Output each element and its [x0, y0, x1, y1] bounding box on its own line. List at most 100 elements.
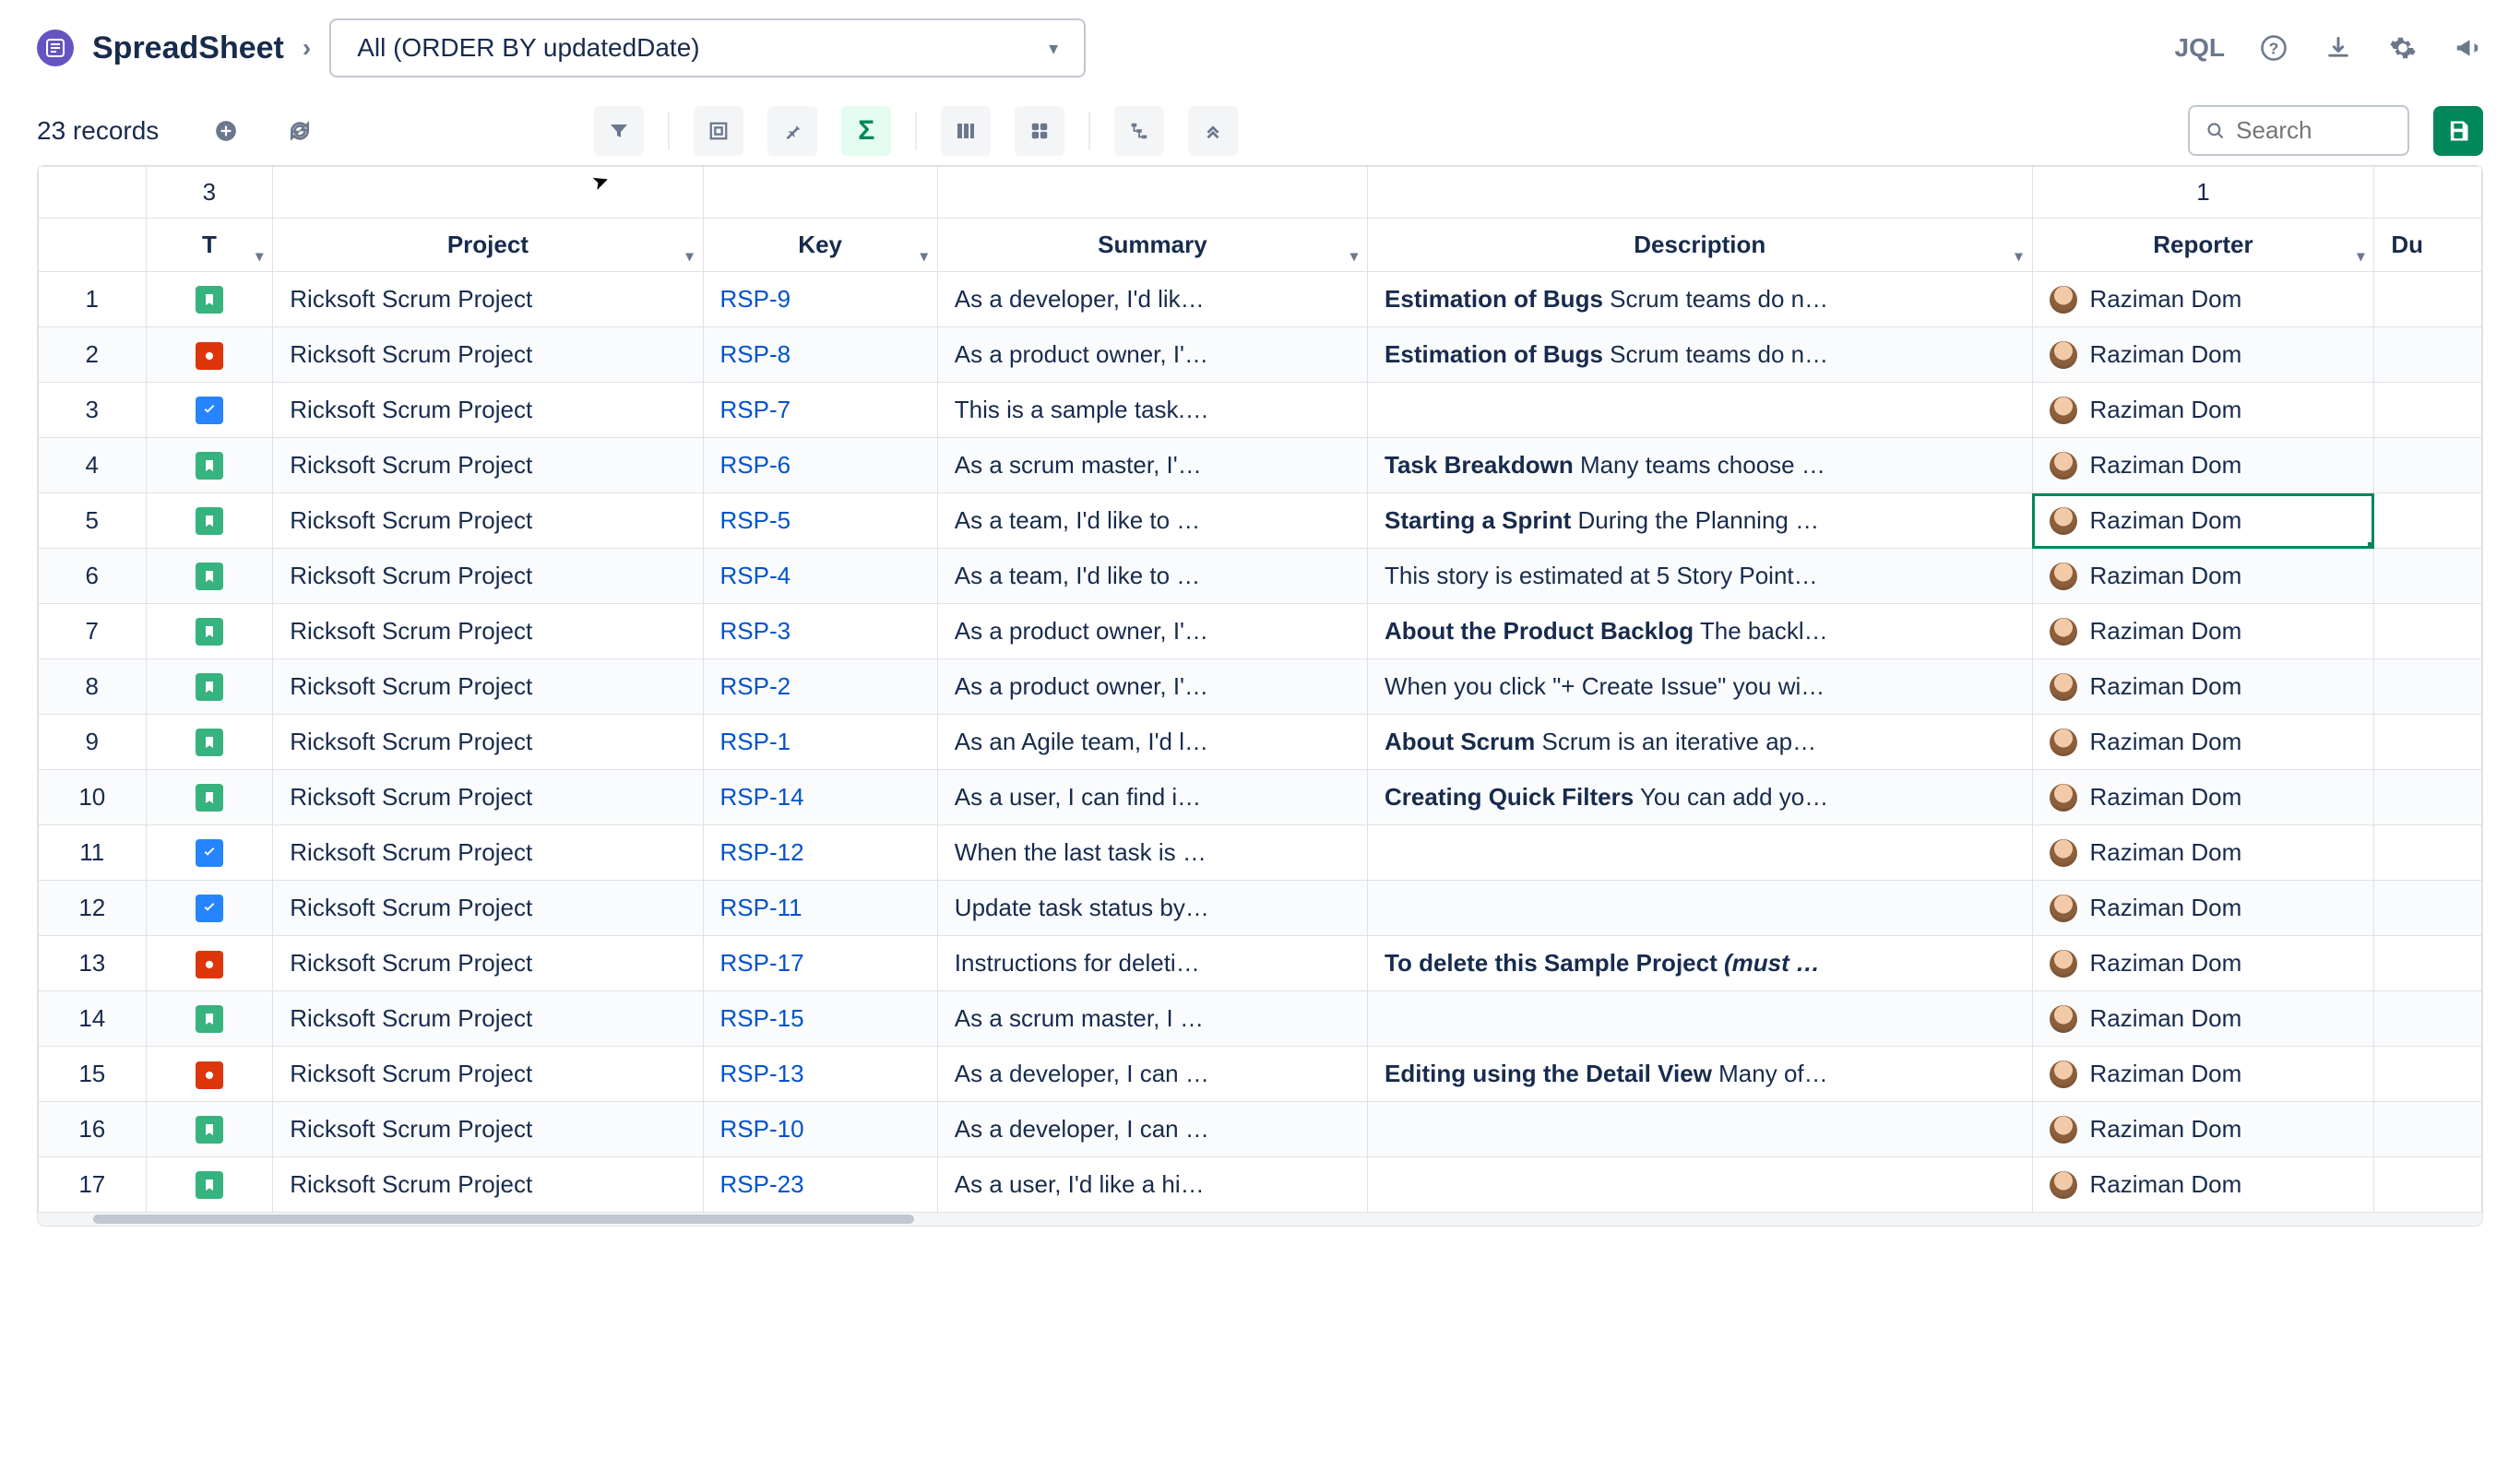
cell-due[interactable]: [2374, 604, 2482, 659]
cell-due[interactable]: [2374, 327, 2482, 383]
cell-key[interactable]: RSP-1: [703, 715, 937, 770]
cell-due[interactable]: [2374, 549, 2482, 604]
cell-project[interactable]: Ricksoft Scrum Project: [273, 825, 703, 881]
jql-button[interactable]: JQL: [2175, 33, 2225, 63]
cell-type[interactable]: [146, 438, 273, 493]
cell-project[interactable]: Ricksoft Scrum Project: [273, 1157, 703, 1213]
cell-key[interactable]: RSP-12: [703, 825, 937, 881]
cell-summary[interactable]: Instructions for deleti…: [937, 936, 1367, 991]
cell-due[interactable]: [2374, 881, 2482, 936]
cell-description[interactable]: Starting a Sprint During the Planning …: [1368, 493, 2033, 549]
cell-key[interactable]: RSP-4: [703, 549, 937, 604]
cell-summary[interactable]: As a user, I can find i…: [937, 770, 1367, 825]
cell-reporter[interactable]: Raziman Dom: [2032, 659, 2374, 715]
group-header-type[interactable]: 3: [146, 167, 273, 219]
fit-button[interactable]: [694, 106, 743, 156]
cell-description[interactable]: [1368, 1157, 2033, 1213]
issue-key-link[interactable]: RSP-1: [720, 728, 791, 755]
cell-project[interactable]: Ricksoft Scrum Project: [273, 383, 703, 438]
cell-due[interactable]: [2374, 659, 2482, 715]
cell-type[interactable]: [146, 604, 273, 659]
megaphone-icon[interactable]: [2452, 32, 2483, 64]
cell-due[interactable]: [2374, 383, 2482, 438]
sigma-button[interactable]: Σ: [841, 106, 891, 156]
issue-key-link[interactable]: RSP-17: [720, 949, 804, 977]
cell-summary[interactable]: As a developer, I can …: [937, 1047, 1367, 1102]
cell-summary[interactable]: As a developer, I can …: [937, 1102, 1367, 1157]
cell-description[interactable]: [1368, 1102, 2033, 1157]
settings-icon[interactable]: [2387, 32, 2419, 64]
group-header-reporter[interactable]: 1: [2032, 167, 2374, 219]
pin-button[interactable]: [767, 106, 817, 156]
cell-reporter[interactable]: Raziman Dom: [2032, 1102, 2374, 1157]
cell-description[interactable]: Estimation of Bugs Scrum teams do n…: [1368, 272, 2033, 327]
cell-summary[interactable]: As a product owner, I'…: [937, 659, 1367, 715]
table-row[interactable]: 16Ricksoft Scrum ProjectRSP-10As a devel…: [39, 1102, 2482, 1157]
cell-summary[interactable]: As a team, I'd like to …: [937, 549, 1367, 604]
cell-type[interactable]: [146, 493, 273, 549]
table-row[interactable]: 15Ricksoft Scrum ProjectRSP-13As a devel…: [39, 1047, 2482, 1102]
cell-reporter[interactable]: Raziman Dom: [2032, 936, 2374, 991]
row-number[interactable]: 3: [39, 383, 147, 438]
cell-type[interactable]: [146, 272, 273, 327]
cell-description[interactable]: [1368, 881, 2033, 936]
table-row[interactable]: 4Ricksoft Scrum ProjectRSP-6As a scrum m…: [39, 438, 2482, 493]
header-summary[interactable]: Summary▾: [937, 219, 1367, 272]
help-icon[interactable]: ?: [2258, 32, 2289, 64]
cell-key[interactable]: RSP-6: [703, 438, 937, 493]
cell-reporter[interactable]: Raziman Dom: [2032, 1047, 2374, 1102]
cell-summary[interactable]: As an Agile team, I'd l…: [937, 715, 1367, 770]
cell-type[interactable]: [146, 1047, 273, 1102]
table-row[interactable]: 2Ricksoft Scrum ProjectRSP-8As a product…: [39, 327, 2482, 383]
cell-key[interactable]: RSP-17: [703, 936, 937, 991]
cell-project[interactable]: Ricksoft Scrum Project: [273, 770, 703, 825]
issue-key-link[interactable]: RSP-13: [720, 1060, 804, 1087]
cell-project[interactable]: Ricksoft Scrum Project: [273, 272, 703, 327]
row-number[interactable]: 5: [39, 493, 147, 549]
table-row[interactable]: 5Ricksoft Scrum ProjectRSP-5As a team, I…: [39, 493, 2482, 549]
table-row[interactable]: 12Ricksoft Scrum ProjectRSP-11Update tas…: [39, 881, 2482, 936]
cell-description[interactable]: Estimation of Bugs Scrum teams do n…: [1368, 327, 2033, 383]
header-key[interactable]: Key▾: [703, 219, 937, 272]
add-button[interactable]: [201, 106, 251, 156]
cell-reporter[interactable]: Raziman Dom: [2032, 272, 2374, 327]
cell-type[interactable]: [146, 825, 273, 881]
cell-key[interactable]: RSP-11: [703, 881, 937, 936]
cell-key[interactable]: RSP-23: [703, 1157, 937, 1213]
cell-key[interactable]: RSP-10: [703, 1102, 937, 1157]
cell-reporter[interactable]: Raziman Dom: [2032, 825, 2374, 881]
header-project[interactable]: Project▾: [273, 219, 703, 272]
cell-key[interactable]: RSP-13: [703, 1047, 937, 1102]
issue-key-link[interactable]: RSP-15: [720, 1004, 804, 1032]
row-number[interactable]: 8: [39, 659, 147, 715]
header-due[interactable]: Du: [2374, 219, 2482, 272]
collapse-button[interactable]: [1188, 106, 1238, 156]
cell-project[interactable]: Ricksoft Scrum Project: [273, 327, 703, 383]
cell-summary[interactable]: As a product owner, I'…: [937, 327, 1367, 383]
cell-project[interactable]: Ricksoft Scrum Project: [273, 604, 703, 659]
cell-project[interactable]: Ricksoft Scrum Project: [273, 936, 703, 991]
cell-description[interactable]: [1368, 383, 2033, 438]
row-number[interactable]: 14: [39, 991, 147, 1047]
cell-description[interactable]: [1368, 825, 2033, 881]
cell-due[interactable]: [2374, 493, 2482, 549]
cell-due[interactable]: [2374, 272, 2482, 327]
cell-description[interactable]: Creating Quick Filters You can add yo…: [1368, 770, 2033, 825]
cell-description[interactable]: [1368, 991, 2033, 1047]
cell-reporter[interactable]: Raziman Dom: [2032, 991, 2374, 1047]
cell-due[interactable]: [2374, 715, 2482, 770]
table-row[interactable]: 6Ricksoft Scrum ProjectRSP-4As a team, I…: [39, 549, 2482, 604]
cell-description[interactable]: Task Breakdown Many teams choose …: [1368, 438, 2033, 493]
cell-summary[interactable]: This is a sample task.…: [937, 383, 1367, 438]
row-number[interactable]: 6: [39, 549, 147, 604]
row-number[interactable]: 7: [39, 604, 147, 659]
row-number[interactable]: 15: [39, 1047, 147, 1102]
issue-key-link[interactable]: RSP-6: [720, 451, 791, 479]
header-reporter[interactable]: Reporter▾: [2032, 219, 2374, 272]
issue-key-link[interactable]: RSP-8: [720, 340, 791, 368]
cell-summary[interactable]: As a developer, I'd lik…: [937, 272, 1367, 327]
cell-summary[interactable]: As a product owner, I'…: [937, 604, 1367, 659]
cell-summary[interactable]: As a user, I'd like a hi…: [937, 1157, 1367, 1213]
cell-project[interactable]: Ricksoft Scrum Project: [273, 493, 703, 549]
row-number[interactable]: 13: [39, 936, 147, 991]
